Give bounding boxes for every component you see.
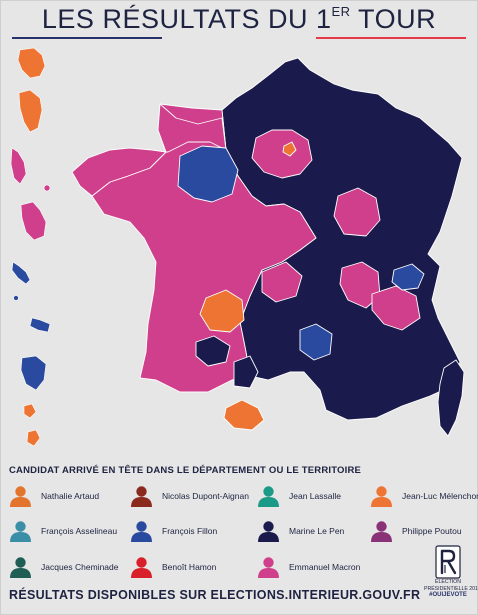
title-rule-blue bbox=[12, 37, 162, 39]
territory-islet-2 bbox=[13, 295, 19, 301]
region-ile-de-france bbox=[251, 129, 313, 179]
department-haute-loire-region bbox=[261, 261, 303, 303]
legend-label: François Asselineau bbox=[41, 526, 118, 536]
person-icon bbox=[10, 557, 31, 578]
territory-polynesia bbox=[20, 355, 47, 391]
legend-item-hamon: Benoît Hamon bbox=[130, 556, 216, 578]
legend-label: Benoît Hamon bbox=[162, 562, 217, 572]
republic-emblem-icon bbox=[435, 545, 461, 579]
election-badge: ÉLECTION PRÉSIDENTIELLE 2017 #OUIJEVOTE bbox=[424, 545, 478, 613]
territory-reunion bbox=[20, 201, 47, 241]
legend-label: Marine Le Pen bbox=[289, 526, 345, 536]
legend-item-cheminade: Jacques Cheminade bbox=[9, 556, 119, 578]
person-icon bbox=[10, 521, 31, 542]
person-icon bbox=[258, 486, 279, 507]
territory-spm bbox=[23, 403, 37, 419]
person-icon bbox=[258, 557, 279, 578]
legend-label: Jacques Cheminade bbox=[41, 562, 119, 572]
footer-link-text: RÉSULTATS DISPONIBLES SUR ELECTIONS.INTE… bbox=[9, 588, 421, 602]
legend-item-macron: Emmanuel Macron bbox=[257, 556, 360, 578]
metropolitan-france bbox=[71, 57, 465, 437]
person-icon bbox=[131, 557, 152, 578]
legend-item-le-pen: Marine Le Pen bbox=[257, 520, 344, 542]
legend-label: Jean-Luc Mélenchon bbox=[402, 491, 478, 501]
region-normandy bbox=[157, 103, 227, 153]
territory-guyane bbox=[10, 147, 27, 185]
region-brittany bbox=[71, 147, 167, 197]
territory-mayotte bbox=[11, 261, 31, 285]
territory-guadeloupe bbox=[17, 47, 46, 79]
department-haute-savoie bbox=[391, 263, 425, 291]
legend-item-melenchon: Jean-Luc Mélenchon bbox=[370, 485, 478, 507]
territory-islet-1 bbox=[43, 184, 51, 192]
badge-line-1: ÉLECTION bbox=[435, 579, 461, 585]
territory-new-caledonia bbox=[29, 317, 51, 333]
territory-martinique bbox=[18, 89, 43, 133]
department-haute-vienne bbox=[199, 289, 245, 333]
person-icon bbox=[371, 521, 392, 542]
department-sarthe-mayenne bbox=[177, 145, 239, 203]
legend-label: Philippe Poutou bbox=[402, 526, 462, 536]
legend-item-artaud: Nathalie Artaud bbox=[9, 485, 99, 507]
results-map bbox=[0, 44, 478, 462]
badge-hashtag: #OUIJEVOTE bbox=[429, 592, 467, 598]
overseas-territories bbox=[10, 47, 51, 447]
region-corsica bbox=[437, 359, 465, 437]
legend: Nathalie Artaud Nicolas Dupont-Aignan Je… bbox=[9, 480, 478, 580]
legend-item-lassalle: Jean Lassalle bbox=[257, 485, 341, 507]
person-icon bbox=[10, 486, 31, 507]
legend-title: CANDIDAT ARRIVÉ EN TÊTE DANS LE DÉPARTEM… bbox=[9, 465, 362, 476]
legend-label: Nathalie Artaud bbox=[41, 491, 100, 501]
badge-line-2: PRÉSIDENTIELLE 2017 bbox=[424, 585, 478, 592]
department-paris bbox=[282, 141, 297, 157]
title-rule-red bbox=[316, 37, 466, 39]
legend-label: Jean Lassalle bbox=[289, 491, 341, 501]
department-cantal-puy bbox=[299, 323, 333, 361]
legend-label: François Fillon bbox=[162, 526, 218, 536]
legend-item-asselineau: François Asselineau bbox=[9, 520, 117, 542]
person-icon bbox=[131, 521, 152, 542]
department-tarn-et-garonne bbox=[233, 355, 259, 389]
territory-wallis bbox=[26, 429, 41, 447]
department-lot-et-garonne bbox=[195, 335, 231, 367]
legend-item-fillon: François Fillon bbox=[130, 520, 217, 542]
person-icon bbox=[258, 521, 279, 542]
legend-label: Nicolas Dupont-Aignan bbox=[162, 491, 249, 501]
department-nievre bbox=[333, 187, 381, 237]
person-icon bbox=[131, 486, 152, 507]
legend-label: Emmanuel Macron bbox=[289, 562, 361, 572]
department-ariege bbox=[223, 399, 265, 431]
legend-item-dupont-aignan: Nicolas Dupont-Aignan bbox=[130, 485, 249, 507]
person-icon bbox=[371, 486, 392, 507]
page-title: LES RÉSULTATS DU 1ER TOUR bbox=[41, 4, 437, 34]
legend-item-poutou: Philippe Poutou bbox=[370, 520, 462, 542]
